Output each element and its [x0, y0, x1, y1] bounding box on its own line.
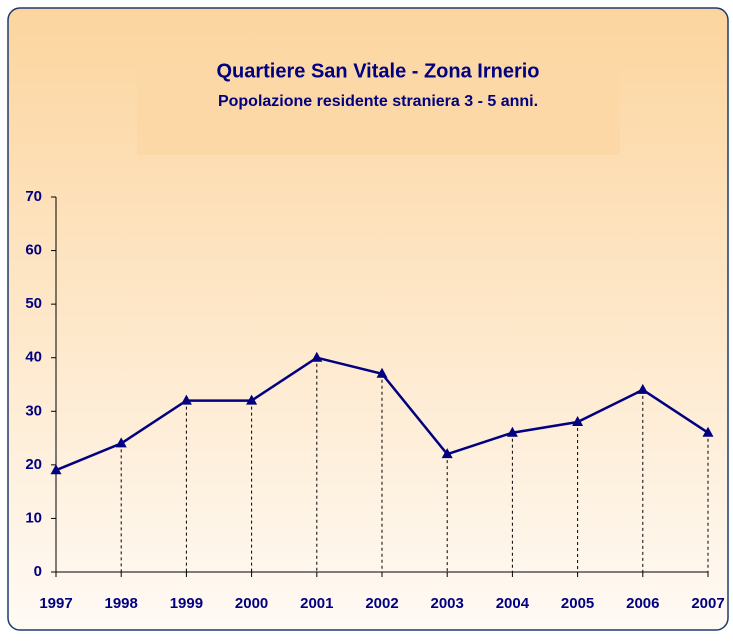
- point-marker: [311, 351, 323, 362]
- x-tick-label: 1998: [105, 595, 138, 612]
- point-marker: [572, 416, 584, 426]
- chart-title: Quartiere San Vitale - Zona Irnerio: [216, 60, 539, 82]
- chart-subtitle: Popolazione residente straniera 3 - 5 an…: [218, 93, 538, 110]
- x-tick-label: 2001: [300, 595, 333, 612]
- x-tick-label: 1999: [170, 595, 203, 612]
- x-tick-label: 2003: [431, 595, 464, 612]
- point-marker: [702, 426, 714, 437]
- y-tick-label: 10: [25, 509, 42, 526]
- x-tick-label: 2007: [691, 595, 724, 612]
- y-tick-label: 70: [25, 188, 42, 205]
- y-tick-label: 30: [25, 402, 42, 419]
- x-tick-label: 2000: [235, 595, 268, 612]
- x-tick-label: 2006: [626, 595, 659, 612]
- point-marker: [50, 464, 62, 475]
- y-tick-label: 60: [25, 242, 42, 259]
- title-box: [137, 55, 620, 155]
- point-marker: [115, 437, 127, 448]
- x-tick-label: 2002: [365, 595, 398, 612]
- point-marker: [441, 448, 453, 459]
- point-marker: [376, 367, 388, 378]
- x-tick-label: 1997: [39, 595, 72, 612]
- point-marker: [637, 383, 649, 394]
- y-tick-label: 40: [25, 349, 42, 366]
- y-tick-label: 50: [25, 295, 42, 312]
- point-marker: [246, 394, 258, 405]
- chart-frame: [7, 7, 729, 631]
- x-tick-label: 2004: [496, 595, 530, 612]
- point-marker: [180, 394, 192, 405]
- x-tick-label: 2005: [561, 595, 594, 612]
- y-tick-label: 0: [34, 563, 42, 580]
- point-marker: [506, 426, 518, 437]
- y-tick-label: 20: [25, 456, 42, 473]
